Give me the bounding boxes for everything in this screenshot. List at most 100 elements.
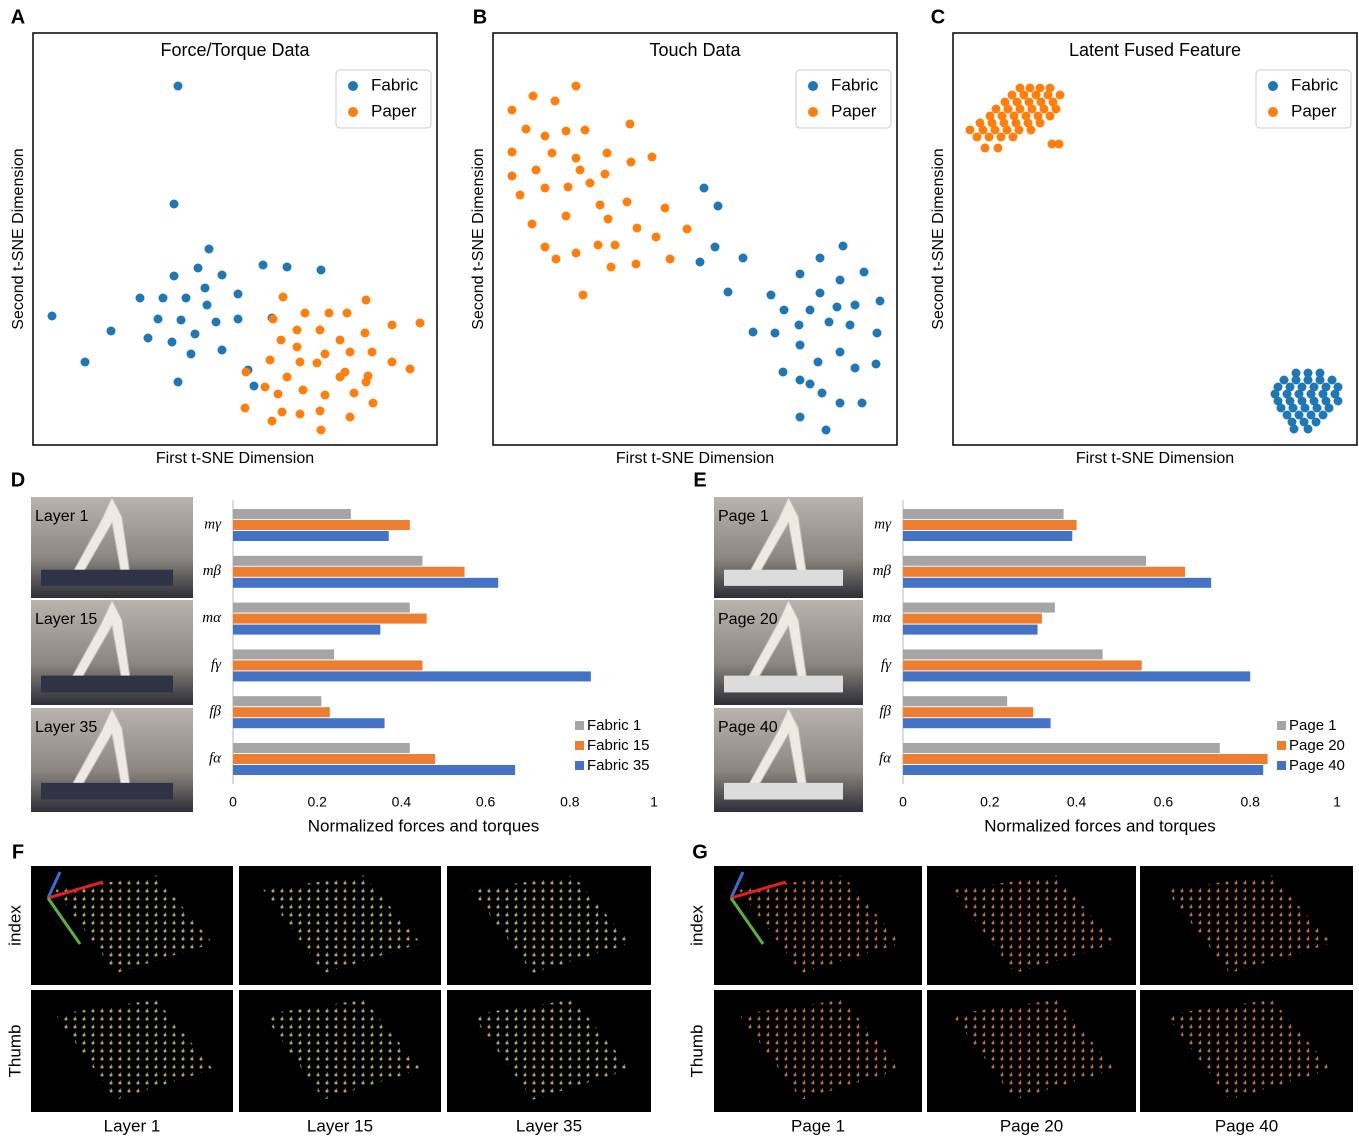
scatter-point <box>711 243 720 252</box>
scatter-point <box>1325 404 1334 413</box>
bar <box>233 509 351 519</box>
bar <box>903 649 1103 659</box>
bar <box>233 578 498 588</box>
scatter-point <box>234 315 243 324</box>
legend-marker <box>348 107 358 117</box>
category-label: mα <box>872 610 892 626</box>
legend-marker <box>808 107 818 117</box>
scatter-point <box>724 288 733 297</box>
scatter-point <box>876 297 885 306</box>
scatter-point <box>350 389 359 398</box>
scatter-point <box>203 301 212 310</box>
sample <box>41 676 173 693</box>
row-label: Thumb <box>687 1025 706 1078</box>
scatter-point <box>241 404 250 413</box>
scatter-point <box>601 170 610 179</box>
scatter-point <box>1316 376 1325 385</box>
scatter-point <box>234 290 243 299</box>
scatter-point <box>279 293 288 302</box>
bar <box>233 660 422 670</box>
scatter-point <box>301 309 310 318</box>
scatter-point <box>1026 84 1035 93</box>
row-label: index <box>687 905 706 946</box>
bar <box>903 671 1250 681</box>
scatter-point <box>313 359 322 368</box>
scatter-point <box>250 382 259 391</box>
scatter-point <box>529 92 538 101</box>
scatter-point <box>283 263 292 272</box>
scatter-point <box>1312 418 1321 427</box>
scatter-point <box>586 179 595 188</box>
scatter-point <box>564 183 573 192</box>
scatter-point <box>1334 397 1343 406</box>
legend-marker <box>575 741 584 750</box>
scatter-point <box>623 198 632 207</box>
scatter-point <box>388 358 397 367</box>
panel-letter: D <box>11 469 25 491</box>
category-label: mβ <box>203 563 222 579</box>
axis-symbol: β <box>74 869 83 885</box>
category-label: mγ <box>204 516 222 532</box>
bar <box>903 743 1220 753</box>
sample <box>724 676 843 693</box>
scatter-point <box>683 225 692 234</box>
scatter-point <box>714 202 723 211</box>
scatter-point <box>154 315 163 324</box>
legend-marker <box>1277 741 1286 750</box>
x-axis-label: First t-SNE Dimension <box>1076 450 1234 467</box>
scatter-point <box>266 356 275 365</box>
legend-label: Fabric 1 <box>587 717 641 734</box>
scatter-point <box>596 201 605 210</box>
scatter-point <box>806 306 815 315</box>
scatter-point <box>194 264 203 273</box>
bar <box>233 707 330 717</box>
scatter-point <box>816 289 825 298</box>
scatter-point <box>822 426 831 435</box>
scatter-point <box>283 373 292 382</box>
bar <box>233 718 385 728</box>
figure: ABCDEFGForce/Torque DataFirst t-SNE Dime… <box>0 0 1359 1137</box>
bar <box>233 696 321 706</box>
scatter-point <box>1055 140 1064 149</box>
column-label: Layer 35 <box>516 1116 582 1135</box>
scatter-point <box>508 172 517 181</box>
scatter-point <box>739 254 748 263</box>
scatter-point <box>174 82 183 91</box>
scatter-point <box>321 391 330 400</box>
bar <box>903 531 1072 541</box>
legend-label: Page 20 <box>1289 737 1345 754</box>
scatter-point <box>818 389 827 398</box>
legend-label: Paper <box>1291 101 1337 120</box>
category-label: mβ <box>873 563 892 579</box>
legend-label: Fabric <box>1291 75 1339 94</box>
scatter-point <box>581 126 590 135</box>
scatter-point <box>836 348 845 357</box>
photo-label: Page 1 <box>718 508 769 525</box>
scatter-point <box>839 242 848 251</box>
scatter-point <box>836 276 845 285</box>
panel-letter: C <box>931 6 945 28</box>
scatter-point <box>858 399 867 408</box>
x-tick-label: 0.8 <box>560 794 580 810</box>
column-label: Layer 15 <box>307 1116 373 1135</box>
scatter-point <box>1056 91 1065 100</box>
x-tick-label: 0.2 <box>307 794 327 810</box>
scatter-point <box>218 346 227 355</box>
bar <box>903 660 1142 670</box>
column-label: Page 40 <box>1215 1116 1278 1135</box>
scatter-point <box>259 261 268 270</box>
scatter-point <box>594 241 603 250</box>
scatter-point <box>552 255 561 264</box>
legend-label: Paper <box>831 101 877 120</box>
bar <box>903 696 1007 706</box>
scatter-point <box>814 358 823 367</box>
scatter-point <box>806 380 815 389</box>
scatter-point <box>336 336 345 345</box>
legend-marker <box>575 761 584 770</box>
scatter-point <box>851 364 860 373</box>
category-label: fα <box>209 750 222 766</box>
y-axis-label: Second t-SNE Dimension <box>930 148 947 329</box>
scatter-point <box>299 386 308 395</box>
scatter-point <box>212 318 221 327</box>
scatter-point <box>1280 376 1289 385</box>
